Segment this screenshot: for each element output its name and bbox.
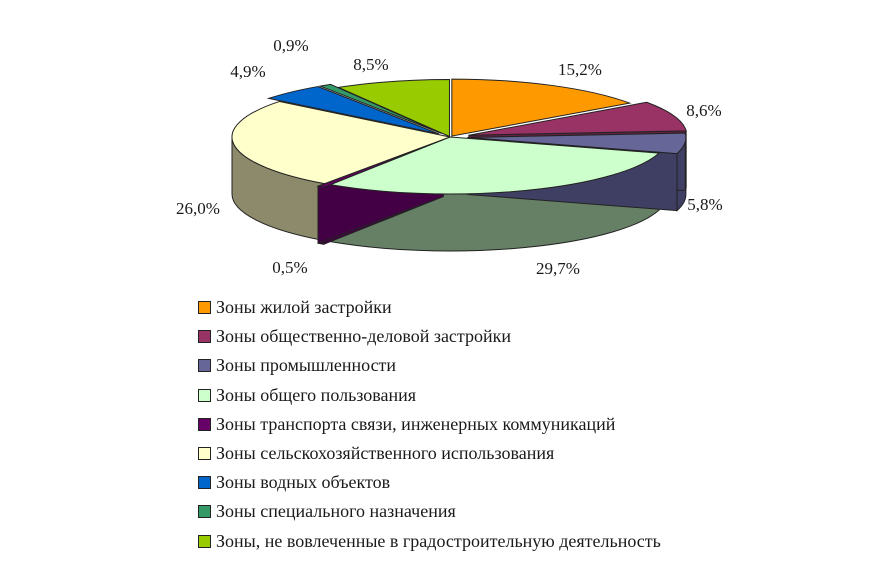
legend-item: Зоны водных объектов	[198, 468, 661, 497]
legend-swatch	[198, 534, 211, 548]
legend-swatch	[198, 447, 211, 461]
pie-value-label: 29,7%	[536, 259, 580, 278]
legend-label: Зоны жилой застройки	[216, 297, 392, 318]
legend-label: Зоны, не вовлеченные в градостроительную…	[216, 530, 661, 551]
legend-item: Зоны общего пользования	[198, 381, 661, 410]
pie-slice	[467, 132, 687, 155]
pie-value-label: 8,6%	[686, 101, 721, 120]
legend-swatch	[198, 476, 211, 490]
pie-chart: 15,2% 8,6% 5,8% 29,7% 0,5% 26,0% 4,9% 0,9% 8,5%	[176, 36, 723, 278]
legend-item: Зоны промышленности	[198, 351, 661, 380]
legend-swatch	[198, 301, 211, 315]
pie-slice	[318, 83, 442, 134]
legend-label: Зоны водных объектов	[216, 472, 391, 493]
legend-swatch	[198, 330, 211, 344]
legend-item: Зоны сельскохозяйственного использования	[198, 439, 661, 468]
legend-label: Зоны промышленности	[216, 355, 397, 376]
legend-swatch	[198, 505, 211, 519]
pie-slice	[336, 78, 450, 138]
pie-slice	[231, 100, 452, 185]
legend-swatch	[198, 388, 211, 402]
pie-slice	[451, 78, 632, 137]
pie-value-label: 5,8%	[687, 195, 722, 214]
pie-value-label: 0,9%	[273, 36, 308, 55]
pie-value-label: 15,2%	[558, 60, 602, 79]
legend-label: Зоны сельскохозяйственного использования	[216, 443, 555, 464]
legend-item: Зоны, не вовлеченные в градостроительную…	[198, 527, 661, 556]
pie-slice	[328, 136, 661, 195]
pie-value-label: 0,5%	[272, 258, 307, 277]
legend-label: Зоны общественно-деловой застройки	[216, 326, 512, 347]
pie-value-label: 26,0%	[176, 199, 220, 218]
legend-label: Зоны общего пользования	[216, 384, 417, 405]
legend-item: Зоны специального назначения	[198, 497, 661, 526]
pie-value-labels: 15,2% 8,6% 5,8% 29,7% 0,5% 26,0% 4,9% 0,9% 8,5%	[176, 36, 723, 278]
legend-swatch	[198, 359, 211, 373]
legend-item: Зоны транспорта связи, инженерных коммун…	[198, 410, 661, 439]
pie-value-label: 4,9%	[230, 62, 265, 81]
pie-slice	[266, 86, 440, 135]
legend-swatch	[198, 417, 211, 431]
chart-legend: Зоны жилой застройки Зоны общественно-дел…	[198, 293, 661, 556]
pie-slices	[231, 78, 687, 252]
pie-value-label: 8,5%	[353, 55, 388, 74]
legend-label: Зоны специального назначения	[216, 501, 456, 522]
pie-slice	[468, 101, 687, 136]
legend-label: Зоны транспорта связи, инженерных коммун…	[216, 413, 616, 434]
legend-item: Зоны жилой застройки	[198, 293, 661, 322]
legend-item: Зоны общественно-деловой застройки	[198, 322, 661, 351]
